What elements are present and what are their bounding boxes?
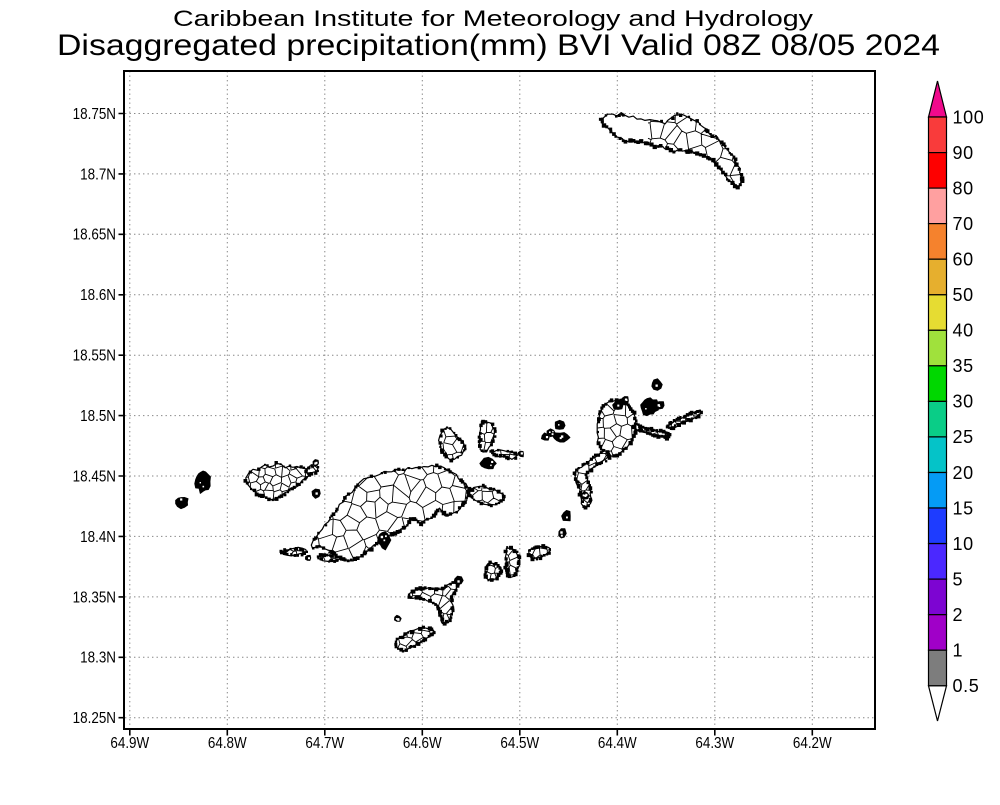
svg-text:18.25N: 18.25N <box>73 710 116 727</box>
svg-text:64.4W: 64.4W <box>598 735 637 752</box>
svg-text:2: 2 <box>953 605 964 625</box>
svg-text:90: 90 <box>953 143 974 163</box>
svg-text:15: 15 <box>953 498 974 518</box>
svg-text:64.3W: 64.3W <box>695 735 734 752</box>
svg-text:64.8W: 64.8W <box>208 735 247 752</box>
svg-text:18.4N: 18.4N <box>80 529 116 546</box>
svg-text:18.7N: 18.7N <box>80 166 116 183</box>
svg-text:60: 60 <box>953 250 974 270</box>
svg-text:Disaggregated precipitation(mm: Disaggregated precipitation(mm) BVI Vali… <box>57 29 940 62</box>
svg-text:64.7W: 64.7W <box>305 735 344 752</box>
svg-text:18.65N: 18.65N <box>73 227 116 244</box>
svg-text:0.5: 0.5 <box>953 676 980 696</box>
svg-text:25: 25 <box>953 427 974 447</box>
svg-text:1: 1 <box>953 641 964 661</box>
svg-text:18.5N: 18.5N <box>80 408 116 425</box>
svg-text:100: 100 <box>953 107 985 127</box>
svg-text:18.35N: 18.35N <box>73 589 116 606</box>
svg-text:18.45N: 18.45N <box>73 468 116 485</box>
svg-text:Caribbean Institute for Meteor: Caribbean Institute for Meteorology and … <box>173 6 814 31</box>
svg-text:20: 20 <box>953 463 974 483</box>
svg-text:18.3N: 18.3N <box>80 650 116 667</box>
svg-text:64.6W: 64.6W <box>403 735 442 752</box>
svg-text:35: 35 <box>953 356 974 376</box>
svg-text:18.55N: 18.55N <box>73 348 116 365</box>
svg-text:10: 10 <box>953 534 974 554</box>
svg-text:64.9W: 64.9W <box>110 735 149 752</box>
svg-text:70: 70 <box>953 214 974 234</box>
svg-text:64.2W: 64.2W <box>793 735 832 752</box>
svg-text:18.6N: 18.6N <box>80 287 116 304</box>
svg-text:18.75N: 18.75N <box>73 106 116 123</box>
svg-text:64.5W: 64.5W <box>500 735 539 752</box>
svg-text:30: 30 <box>953 392 974 412</box>
svg-text:5: 5 <box>953 569 964 589</box>
svg-text:40: 40 <box>953 321 974 341</box>
svg-text:80: 80 <box>953 178 974 198</box>
svg-text:50: 50 <box>953 285 974 305</box>
